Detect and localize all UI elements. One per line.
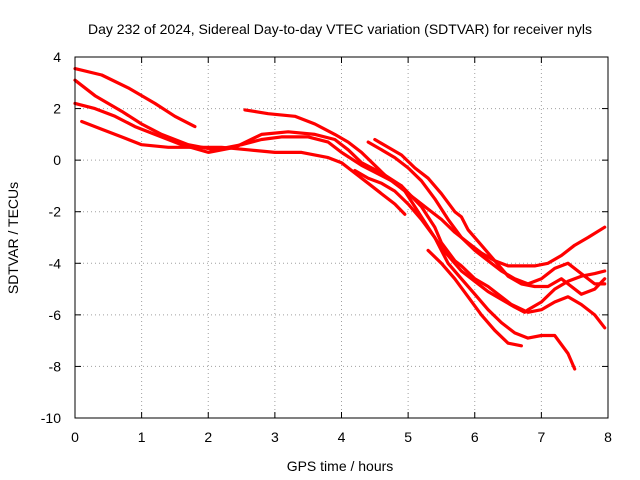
series-line-track-9 — [426, 248, 524, 348]
x-tick-label: 3 — [271, 429, 279, 445]
y-tick-label: -10 — [41, 410, 61, 426]
y-tick-label: 4 — [53, 49, 61, 65]
series-line-track-4 — [80, 119, 407, 216]
series-line-track-2 — [73, 78, 607, 330]
series-line-track-5 — [243, 108, 607, 268]
y-axis-label: SDTVAR / TECUs — [5, 182, 21, 294]
y-tick-label: 2 — [53, 101, 61, 117]
x-axis-label: GPS time / hours — [287, 458, 394, 474]
series-line-track-1 — [73, 66, 197, 129]
x-tick-label: 8 — [604, 429, 612, 445]
y-tick-label: -4 — [49, 255, 62, 271]
x-tick-label: 2 — [204, 429, 212, 445]
plot-frame — [74, 56, 609, 419]
x-tick-label: 0 — [71, 429, 79, 445]
axis-ticks: 0 1 2 3 4 5 6 7 8 -10 -8 -6 -4 -2 0 2 4 — [41, 49, 612, 445]
x-tick-label: 4 — [338, 429, 346, 445]
grid — [75, 57, 608, 418]
series-line-track-6 — [366, 140, 607, 286]
series-line-track-7 — [373, 137, 607, 296]
data-series — [73, 66, 607, 371]
series-line-track-3 — [73, 101, 607, 314]
y-tick-label: 0 — [53, 152, 61, 168]
y-tick-label: -2 — [49, 204, 62, 220]
y-tick-label: -6 — [49, 307, 62, 323]
chart-title: Day 232 of 2024, Sidereal Day-to-day VTE… — [88, 21, 592, 37]
series-line-track-8 — [353, 168, 577, 371]
y-tick-label: -8 — [49, 358, 62, 374]
x-tick-label: 6 — [471, 429, 479, 445]
x-tick-label: 1 — [138, 429, 146, 445]
x-tick-label: 7 — [537, 429, 545, 445]
x-tick-label: 5 — [404, 429, 412, 445]
